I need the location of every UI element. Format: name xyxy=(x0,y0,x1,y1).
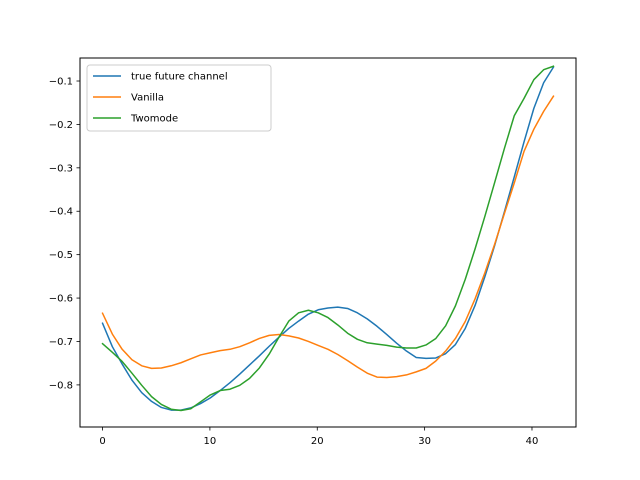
y-tick-label: −0.7 xyxy=(49,337,73,348)
legend: true future channel Vanilla Twomode xyxy=(86,64,272,132)
x-tick-label: 30 xyxy=(418,436,431,447)
y-tick-label: −0.3 xyxy=(49,163,73,174)
plot-frame xyxy=(79,57,577,428)
x-axis: 0 10 20 30 40 xyxy=(99,427,538,447)
y-tick-label: −0.2 xyxy=(49,120,73,131)
x-tick-label: 20 xyxy=(311,436,324,447)
legend-label-1: Vanilla xyxy=(131,93,164,104)
y-tick-label: −0.8 xyxy=(49,380,73,391)
legend-box xyxy=(86,64,272,132)
x-tick-label: 0 xyxy=(99,436,105,447)
legend-label-2: Twomode xyxy=(130,114,178,125)
y-tick-label: −0.4 xyxy=(49,207,73,218)
series-layer xyxy=(101,65,555,412)
y-tick-label: −0.5 xyxy=(49,250,73,261)
y-axis: −0.8 −0.7 −0.6 −0.5 −0.4 −0.3 −0.2 −0.1 xyxy=(49,77,80,391)
x-tick-label: 40 xyxy=(526,436,539,447)
y-tick-label: −0.1 xyxy=(49,77,73,88)
legend-label-0: true future channel xyxy=(131,72,228,83)
x-tick-label: 10 xyxy=(204,436,217,447)
y-tick-label: −0.6 xyxy=(49,294,73,305)
series-line-2 xyxy=(101,65,555,412)
series-line-1 xyxy=(101,95,555,379)
